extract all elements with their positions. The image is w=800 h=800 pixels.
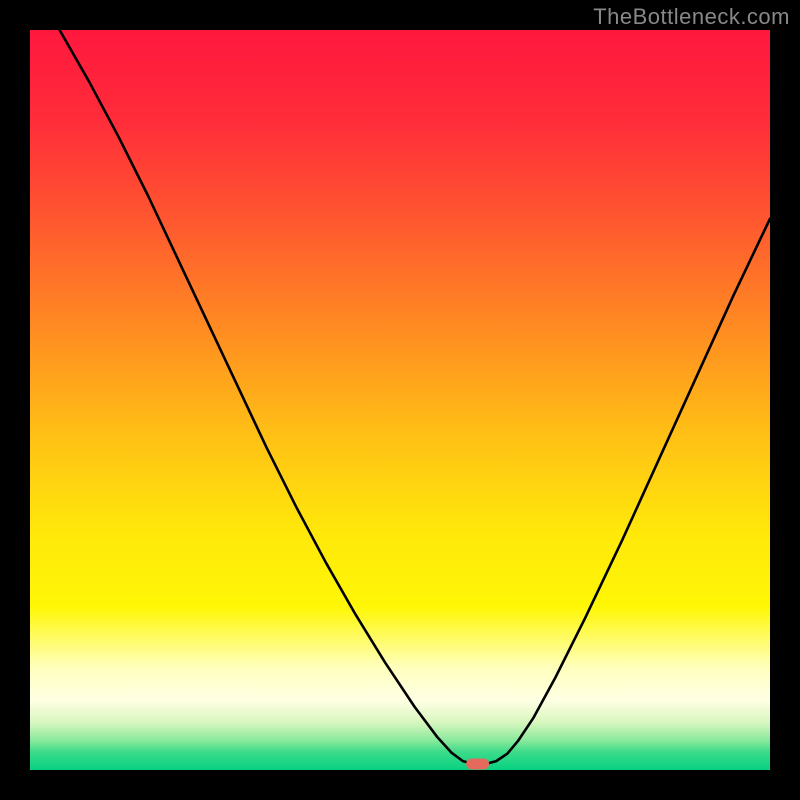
curve-layer [30,30,770,770]
chart-frame: TheBottleneck.com [0,0,800,800]
optimal-point-marker [466,759,490,770]
watermark-text: TheBottleneck.com [593,4,790,30]
plot-area [30,30,770,770]
bottleneck-curve [60,30,770,764]
